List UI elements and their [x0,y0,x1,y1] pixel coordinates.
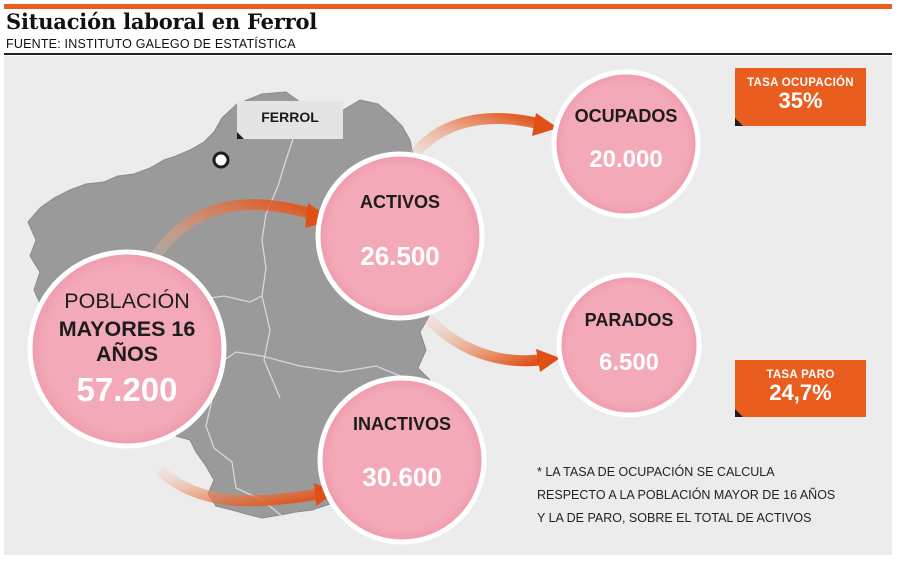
badge-paro-value: 24,7% [769,380,832,405]
badge-ocupacion-label: TASA OCUPACIÓN [747,77,854,89]
arrow-activos-to-ocupados [405,113,542,164]
footnote: * LA TASA DE OCUPACIÓN SE CALCULA RESPEC… [537,461,877,530]
badge-ocupacion-notch [735,118,743,126]
node-poblacion: POBLACIÓN MAYORES 16 AÑOS 57.200 [27,249,227,449]
poblacion-label-line3: AÑOS [96,341,158,366]
ferrol-label-notch [237,132,244,139]
badge-paro-label: TASA PARO [766,369,835,381]
ocupados-label: OCUPADOS [575,106,678,126]
badge-tasa-paro: TASA PARO 24,7% [735,360,866,417]
arrow-poblacion-to-activos [147,199,314,265]
arrow-head-ocupados [532,113,558,136]
activos-label: ACTIVOS [360,192,440,212]
poblacion-label-line1: POBLACIÓN [64,288,189,313]
flow-arrows [147,113,560,507]
badge-ocupacion-value: 35% [778,88,823,113]
footnote-line2: RESPECTO A LA POBLACIÓN MAYOR DE 16 AÑOS [537,488,836,502]
badge-paro-notch [735,409,743,417]
node-ocupados: OCUPADOS 20.000 [551,69,701,219]
page-title: Situación laboral en Ferrol [6,9,318,34]
footnote-line3: Y LA DE PARO, SOBRE EL TOTAL DE ACTIVOS [537,511,812,525]
inactivos-label: INACTIVOS [353,414,451,434]
top-accent-bar [4,4,892,9]
parados-value: 6.500 [599,349,659,376]
inactivos-value: 30.600 [362,462,442,492]
badge-tasa-ocupacion: TASA OCUPACIÓN 35% [735,68,866,126]
arrow-poblacion-to-inactivos [156,465,319,507]
ocupados-value: 20.000 [589,146,662,173]
arrow-activos-to-parados [423,314,541,367]
footnote-line1: * LA TASA DE OCUPACIÓN SE CALCULA [537,465,775,479]
ferrol-city-label: FERROL [237,101,343,139]
arrow-head-parados [536,349,560,372]
node-activos: ACTIVOS 26.500 [315,151,485,321]
poblacion-label-line2: MAYORES 16 [59,317,196,341]
node-parados: PARADOS 6.500 [556,272,702,418]
parados-label: PARADOS [585,310,674,330]
source-line: FUENTE: INSTITUTO GALEGO DE ESTATÍSTICA [6,37,296,51]
activos-value: 26.500 [360,241,440,271]
poblacion-value: 57.200 [77,371,178,408]
ferrol-location-marker [212,151,230,169]
ferrol-label-text: FERROL [261,109,319,125]
node-inactivos: INACTIVOS 30.600 [317,375,487,545]
header-rule [4,53,892,55]
